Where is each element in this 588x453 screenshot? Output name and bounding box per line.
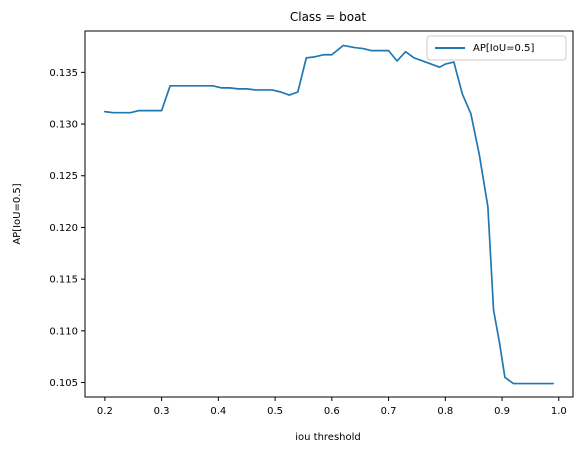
x-axis-ticks: 0.2 0.3 0.4 0.5 0.6 0.7 0.8 0.9 1.0	[97, 397, 567, 417]
legend-box	[426, 35, 567, 61]
legend: AP[IoU=0.5]	[426, 35, 567, 61]
y-tick-label: 0.130	[49, 120, 78, 131]
y-tick-label: 0.110	[49, 326, 78, 337]
y-tick-label: 0.135	[49, 68, 78, 79]
x-tick-label: 0.2	[97, 406, 113, 417]
x-tick-label: 0.5	[267, 406, 283, 417]
x-tick-label: 1.0	[551, 406, 567, 417]
x-axis-label: iou threshold	[295, 432, 361, 443]
chart-title: Class = boat	[290, 10, 367, 24]
x-tick-label: 0.8	[437, 406, 453, 417]
series-line	[104, 44, 554, 385]
y-tick-label: 0.115	[49, 275, 78, 286]
legend-entry-label: AP[IoU=0.5]	[473, 43, 534, 54]
y-axis-label: AP[IoU=0.5]	[12, 183, 23, 244]
x-tick-label: 0.7	[381, 406, 397, 417]
y-axis-ticks: 0.105 0.110 0.115 0.120 0.125 0.130 0.135	[49, 68, 85, 389]
x-tick-label: 0.6	[324, 406, 340, 417]
x-tick-label: 0.3	[154, 406, 170, 417]
x-tick-label: 0.4	[210, 406, 226, 417]
x-tick-label: 0.9	[494, 406, 510, 417]
plot-area	[84, 30, 574, 398]
y-tick-label: 0.105	[49, 378, 78, 389]
y-tick-label: 0.120	[49, 223, 78, 234]
y-tick-label: 0.125	[49, 171, 78, 182]
